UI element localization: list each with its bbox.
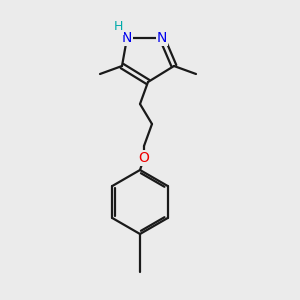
Text: O: O — [139, 151, 149, 165]
Text: N: N — [122, 31, 132, 45]
Text: N: N — [157, 31, 167, 45]
Text: H: H — [113, 20, 123, 34]
